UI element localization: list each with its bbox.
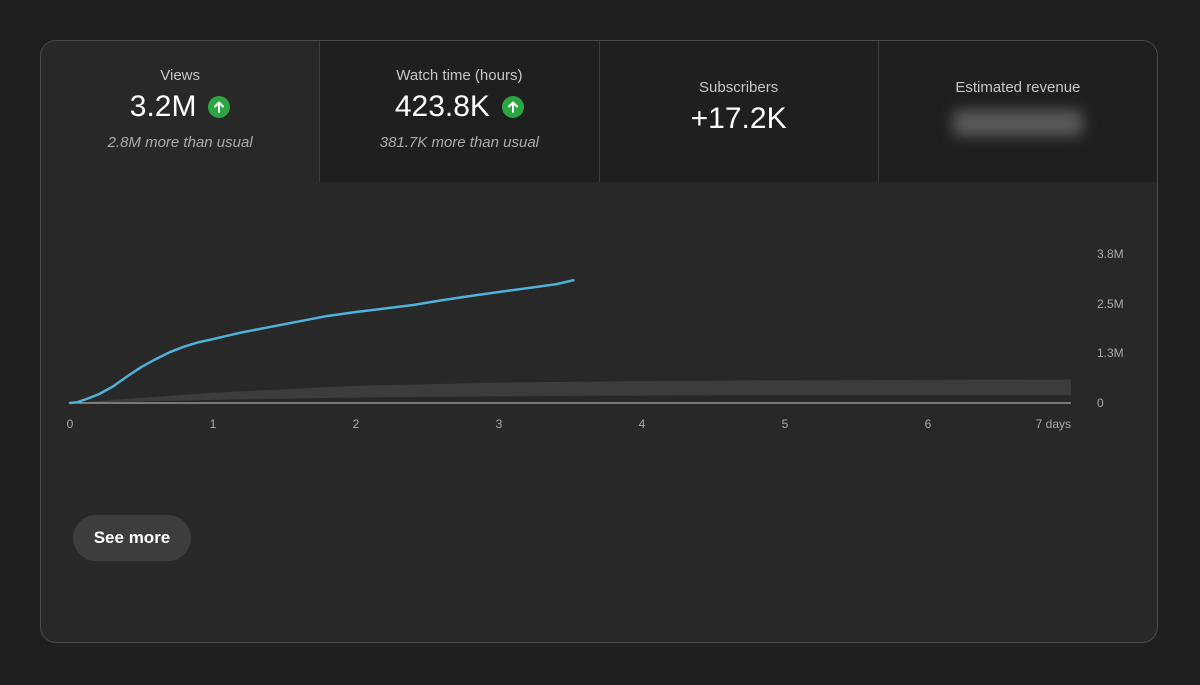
metric-tabs: Views 3.2M 2.8M more than usual Watch ti… — [41, 41, 1157, 182]
views-label: Views — [160, 67, 200, 84]
tab-views[interactable]: Views 3.2M 2.8M more than usual — [41, 41, 321, 182]
x-tick-label: 1 — [210, 417, 217, 431]
views-series-line — [68, 279, 575, 405]
x-tick-label: 3 — [496, 417, 503, 431]
y-tick-label: 1.3M — [1097, 346, 1124, 360]
see-more-button[interactable]: See more — [73, 515, 191, 561]
y-tick-label: 3.8M — [1097, 247, 1124, 261]
views-chart: 0 1 2 3 4 5 6 7 days 0 1.3M 2.5M 3.8M — [41, 182, 1157, 482]
views-note: 2.8M more than usual — [107, 134, 253, 151]
tab-watch-time[interactable]: Watch time (hours) 423.8K 381.7K more th… — [320, 41, 600, 182]
arrow-up-icon — [208, 96, 231, 118]
tab-estimated-revenue[interactable]: Estimated revenue — [878, 41, 1157, 182]
x-tick-label: 7 days — [1036, 417, 1071, 431]
x-tick-label: 2 — [353, 417, 360, 431]
subscribers-label: Subscribers — [699, 79, 779, 96]
subscribers-value-row: +17.2K — [600, 102, 878, 136]
chart-svg: 0 1 2 3 4 5 6 7 days 0 1.3M 2.5M 3.8M — [67, 247, 1124, 431]
typical-range-band — [70, 379, 1071, 403]
y-tick-label: 2.5M — [1097, 297, 1124, 311]
x-tick-label: 5 — [782, 417, 789, 431]
x-tick-label: 6 — [925, 417, 932, 431]
tab-subscribers[interactable]: Subscribers +17.2K — [599, 41, 879, 182]
x-tick-label: 4 — [639, 417, 646, 431]
watch-time-value: 423.8K — [394, 90, 490, 123]
watch-time-note: 381.7K more than usual — [379, 134, 540, 151]
y-tick-label: 0 — [1097, 396, 1104, 410]
revenue-value-blurred — [952, 110, 1083, 136]
analytics-card: Views 3.2M 2.8M more than usual Watch ti… — [40, 40, 1158, 643]
watch-time-value-row: 423.8K — [320, 90, 598, 124]
arrow-up-icon — [501, 96, 524, 118]
subscribers-value: +17.2K — [690, 102, 787, 135]
revenue-label: Estimated revenue — [955, 79, 1081, 96]
x-tick-label: 0 — [67, 417, 74, 431]
views-value-row: 3.2M — [41, 90, 319, 124]
watch-time-label: Watch time (hours) — [396, 67, 523, 84]
views-value: 3.2M — [129, 90, 197, 123]
